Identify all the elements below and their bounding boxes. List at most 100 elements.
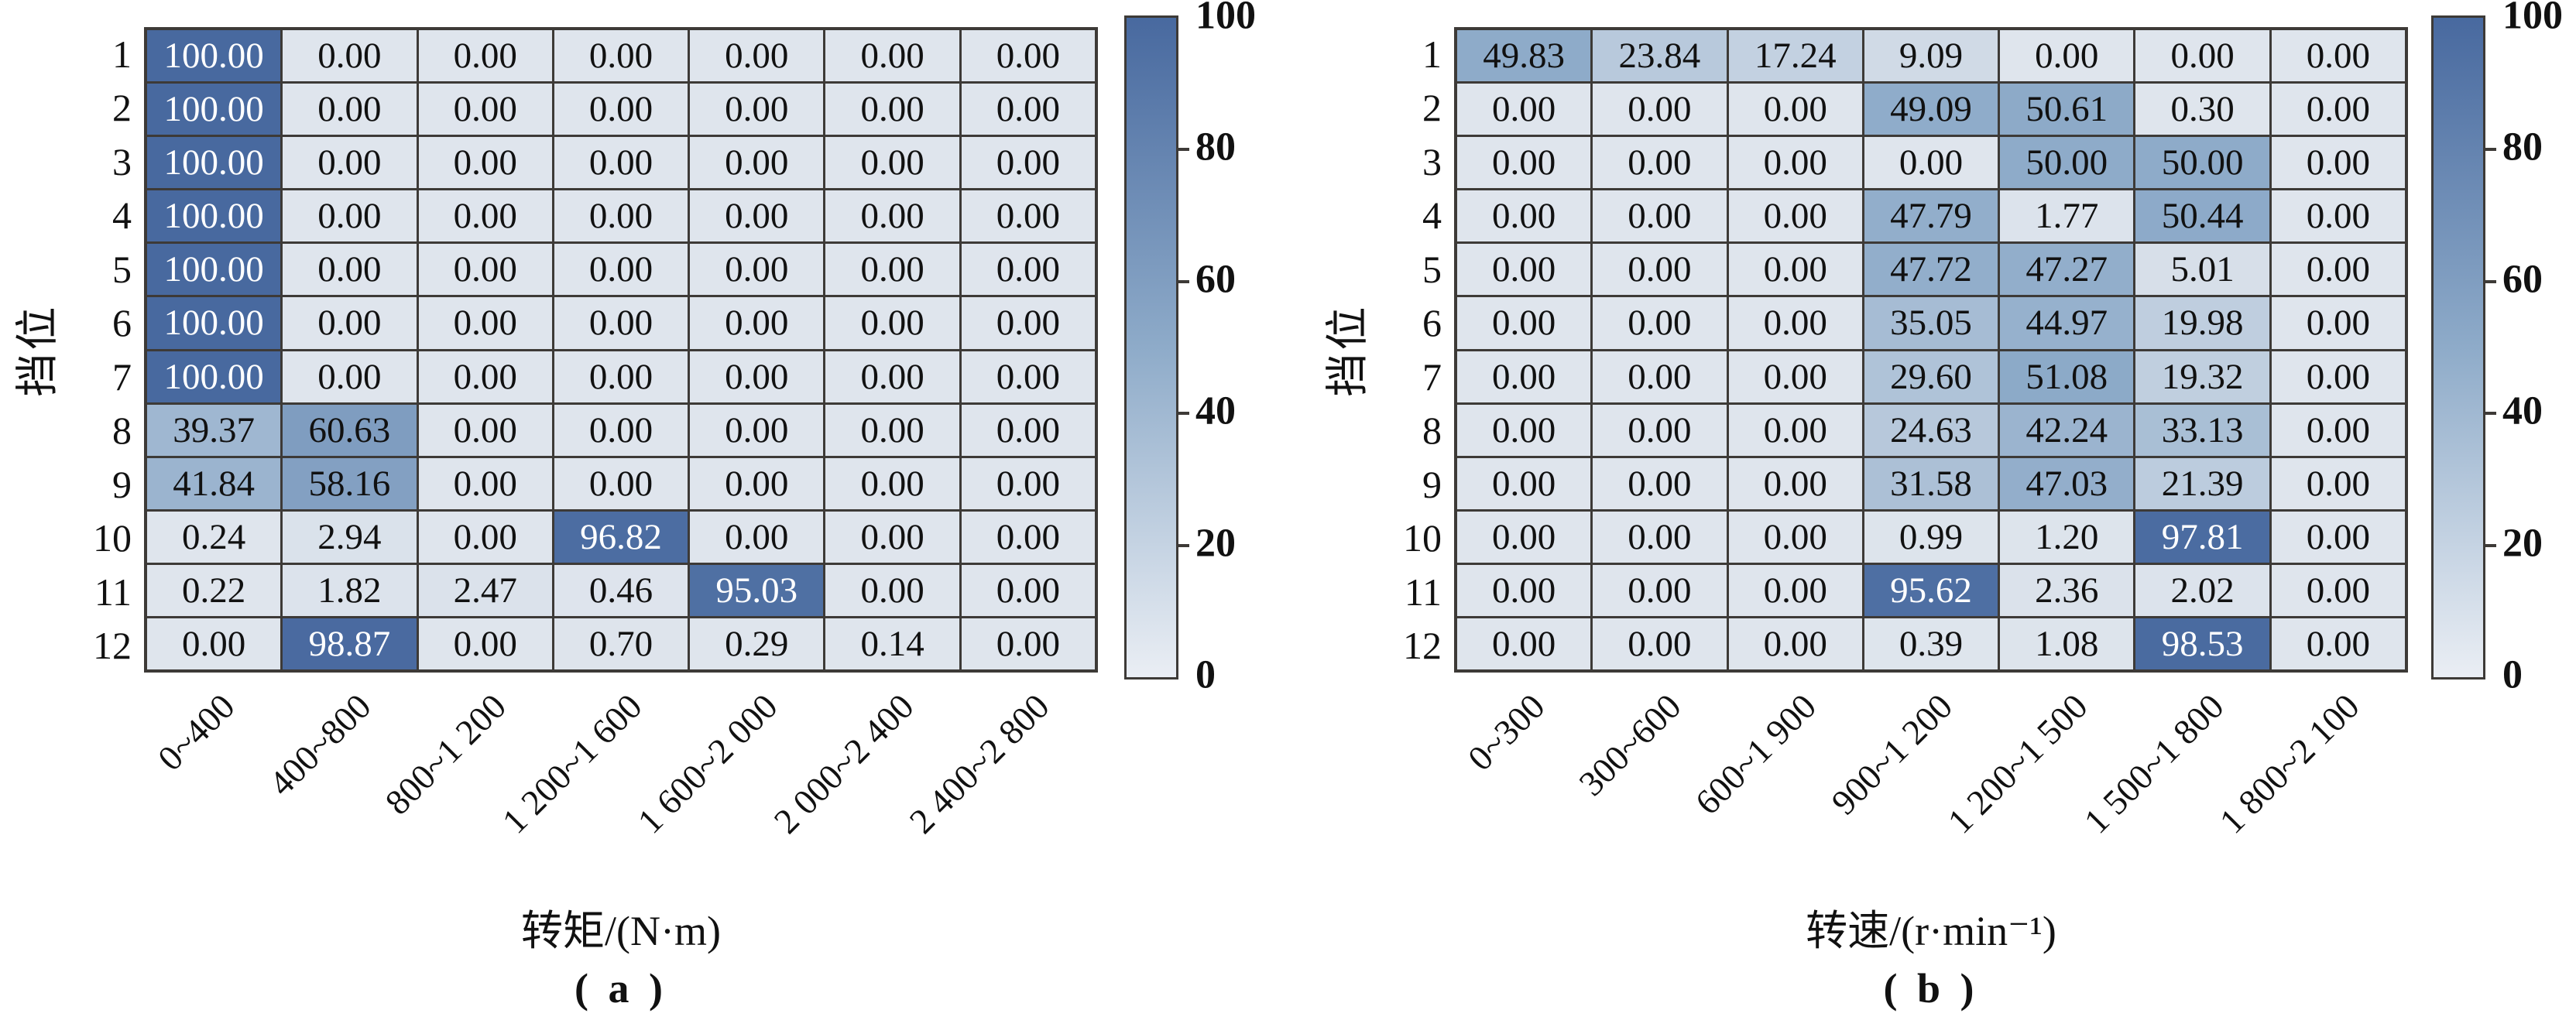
heatmap-cell: 0.00 bbox=[2271, 190, 2405, 242]
colorbar-tick-mark bbox=[1176, 148, 1189, 152]
x-tick-label: 300~600 bbox=[1570, 686, 1689, 803]
heatmap-cell: 17.24 bbox=[1728, 30, 1862, 82]
heatmap-cell: 97.81 bbox=[2135, 511, 2269, 563]
heatmap-cell: 0.00 bbox=[418, 190, 552, 242]
row-label: 10 bbox=[1403, 516, 1442, 560]
heatmap-cell: 2.47 bbox=[418, 564, 552, 616]
heatmap-cell: 0.00 bbox=[1593, 137, 1727, 189]
heatmap-cell: 0.00 bbox=[554, 457, 688, 509]
heatmap-cell: 0.00 bbox=[690, 457, 824, 509]
heatmap-cell: 0.70 bbox=[554, 618, 688, 669]
heatmap-cell: 50.00 bbox=[2000, 137, 2134, 189]
heatmap-cell: 0.00 bbox=[1593, 457, 1727, 509]
heatmap-cell: 19.32 bbox=[2135, 351, 2269, 402]
heatmap-cell: 0.00 bbox=[961, 618, 1095, 669]
heatmap-cell: 60.63 bbox=[283, 404, 417, 456]
heatmap-cell: 1.82 bbox=[283, 564, 417, 616]
heatmap-cell: 2.36 bbox=[2000, 564, 2134, 616]
heatmap-cell: 0.00 bbox=[418, 297, 552, 349]
heatmap-cell: 0.00 bbox=[2271, 297, 2405, 349]
heatmap-cell: 0.00 bbox=[2271, 404, 2405, 456]
heatmap-cell: 0.00 bbox=[825, 30, 959, 82]
row-label: 12 bbox=[1403, 624, 1442, 668]
heatmap-cell: 0.00 bbox=[2271, 351, 2405, 402]
heatmap-cell: 0.00 bbox=[690, 30, 824, 82]
row-label: 12 bbox=[93, 624, 132, 668]
row-label: 11 bbox=[1404, 570, 1442, 614]
heatmap-cell: 0.30 bbox=[2135, 84, 2269, 135]
colorbar-b bbox=[2431, 15, 2496, 680]
heatmap-cell: 95.62 bbox=[1864, 564, 1998, 616]
heatmap-cell: 0.00 bbox=[418, 244, 552, 296]
heatmap-cell: 0.00 bbox=[1593, 618, 1727, 669]
colorbar-tick-label: 80 bbox=[2502, 125, 2543, 169]
heatmap-cell: 0.00 bbox=[1728, 351, 1862, 402]
row-label: 9 bbox=[1422, 462, 1442, 506]
colorbar-tick-mark bbox=[2483, 412, 2496, 416]
x-tick-label: 1 500~1 800 bbox=[2076, 686, 2231, 841]
row-label: 1 bbox=[112, 32, 132, 76]
heatmap-cell: 0.00 bbox=[283, 244, 417, 296]
heatmap-grid-a: 100.00 0.00 0.00 0.00 0.00 0.00 0.00 100.00 0.00… bbox=[144, 27, 1098, 673]
row-label: 7 bbox=[112, 354, 132, 399]
heatmap-cell: 0.00 bbox=[418, 84, 552, 135]
heatmap-cell: 0.00 bbox=[1457, 244, 1591, 296]
heatmap-cell: 0.00 bbox=[1728, 404, 1862, 456]
heatmap-cell: 100.00 bbox=[147, 351, 281, 402]
heatmap-cell: 0.00 bbox=[825, 351, 959, 402]
heatmap-cell: 0.00 bbox=[554, 137, 688, 189]
x-tick-label: 1 800~2 100 bbox=[2211, 686, 2367, 841]
heatmap-cell: 0.00 bbox=[1593, 297, 1727, 349]
heatmap-cell: 0.00 bbox=[1593, 84, 1727, 135]
heatmap-cell: 0.00 bbox=[554, 30, 688, 82]
heatmap-cell: 0.00 bbox=[961, 297, 1095, 349]
heatmap-cell: 95.03 bbox=[690, 564, 824, 616]
x-tick-label: 600~1 900 bbox=[1687, 686, 1824, 823]
heatmap-cell: 0.00 bbox=[961, 84, 1095, 135]
row-label: 1 bbox=[1422, 32, 1442, 76]
heatmap-cell: 100.00 bbox=[147, 190, 281, 242]
heatmap-cell: 0.00 bbox=[961, 564, 1095, 616]
heatmap-cell: 0.00 bbox=[690, 297, 824, 349]
heatmap-cell: 33.13 bbox=[2135, 404, 2269, 456]
heatmap-cell: 0.00 bbox=[1457, 297, 1591, 349]
heatmap-cell: 0.00 bbox=[825, 297, 959, 349]
heatmap-cell: 0.00 bbox=[554, 351, 688, 402]
heatmap-cell: 0.00 bbox=[283, 190, 417, 242]
colorbar-tick-label: 60 bbox=[2502, 257, 2543, 302]
colorbar-tick-label: 100 bbox=[1195, 0, 1256, 38]
heatmap-cell: 0.00 bbox=[961, 190, 1095, 242]
heatmap-cell: 0.00 bbox=[554, 84, 688, 135]
heatmap-cell: 0.00 bbox=[1728, 297, 1862, 349]
heatmap-cell: 0.00 bbox=[825, 564, 959, 616]
heatmap-cell: 0.00 bbox=[2271, 137, 2405, 189]
colorbar-tick-label: 20 bbox=[1195, 521, 1236, 566]
heatmap-cell: 100.00 bbox=[147, 84, 281, 135]
heatmap-cell: 0.00 bbox=[2271, 30, 2405, 82]
heatmap-cell: 0.00 bbox=[2000, 30, 2134, 82]
heatmap-cell: 0.00 bbox=[2271, 618, 2405, 669]
heatmap-cell: 0.00 bbox=[1457, 457, 1591, 509]
heatmap-cell: 0.00 bbox=[2271, 244, 2405, 296]
heatmap-cell: 9.09 bbox=[1864, 30, 1998, 82]
heatmap-cell: 0.00 bbox=[147, 618, 281, 669]
row-label: 11 bbox=[94, 570, 132, 614]
heatmap-cell: 0.00 bbox=[1593, 190, 1727, 242]
colorbar-tick-mark bbox=[2483, 148, 2496, 152]
heatmap-cell: 100.00 bbox=[147, 297, 281, 349]
heatmap-cell: 58.16 bbox=[283, 457, 417, 509]
colorbar-labels-b: 100 80 60 40 20 0 bbox=[2502, 0, 2576, 697]
heatmap-cell: 31.58 bbox=[1864, 457, 1998, 509]
heatmap-cell: 0.00 bbox=[961, 137, 1095, 189]
heatmap-cell: 0.00 bbox=[2271, 84, 2405, 135]
heatmap-cell: 41.84 bbox=[147, 457, 281, 509]
heatmap-cell: 21.39 bbox=[2135, 457, 2269, 509]
x-axis-label-a: 转矩/(N·m) bbox=[521, 908, 721, 954]
heatmap-cell: 0.99 bbox=[1864, 511, 1998, 563]
heatmap-cell: 49.09 bbox=[1864, 84, 1998, 135]
heatmap-cell: 0.00 bbox=[1728, 564, 1862, 616]
heatmap-cell: 0.39 bbox=[1864, 618, 1998, 669]
heatmap-cell: 47.27 bbox=[2000, 244, 2134, 296]
heatmap-cell: 50.44 bbox=[2135, 190, 2269, 242]
